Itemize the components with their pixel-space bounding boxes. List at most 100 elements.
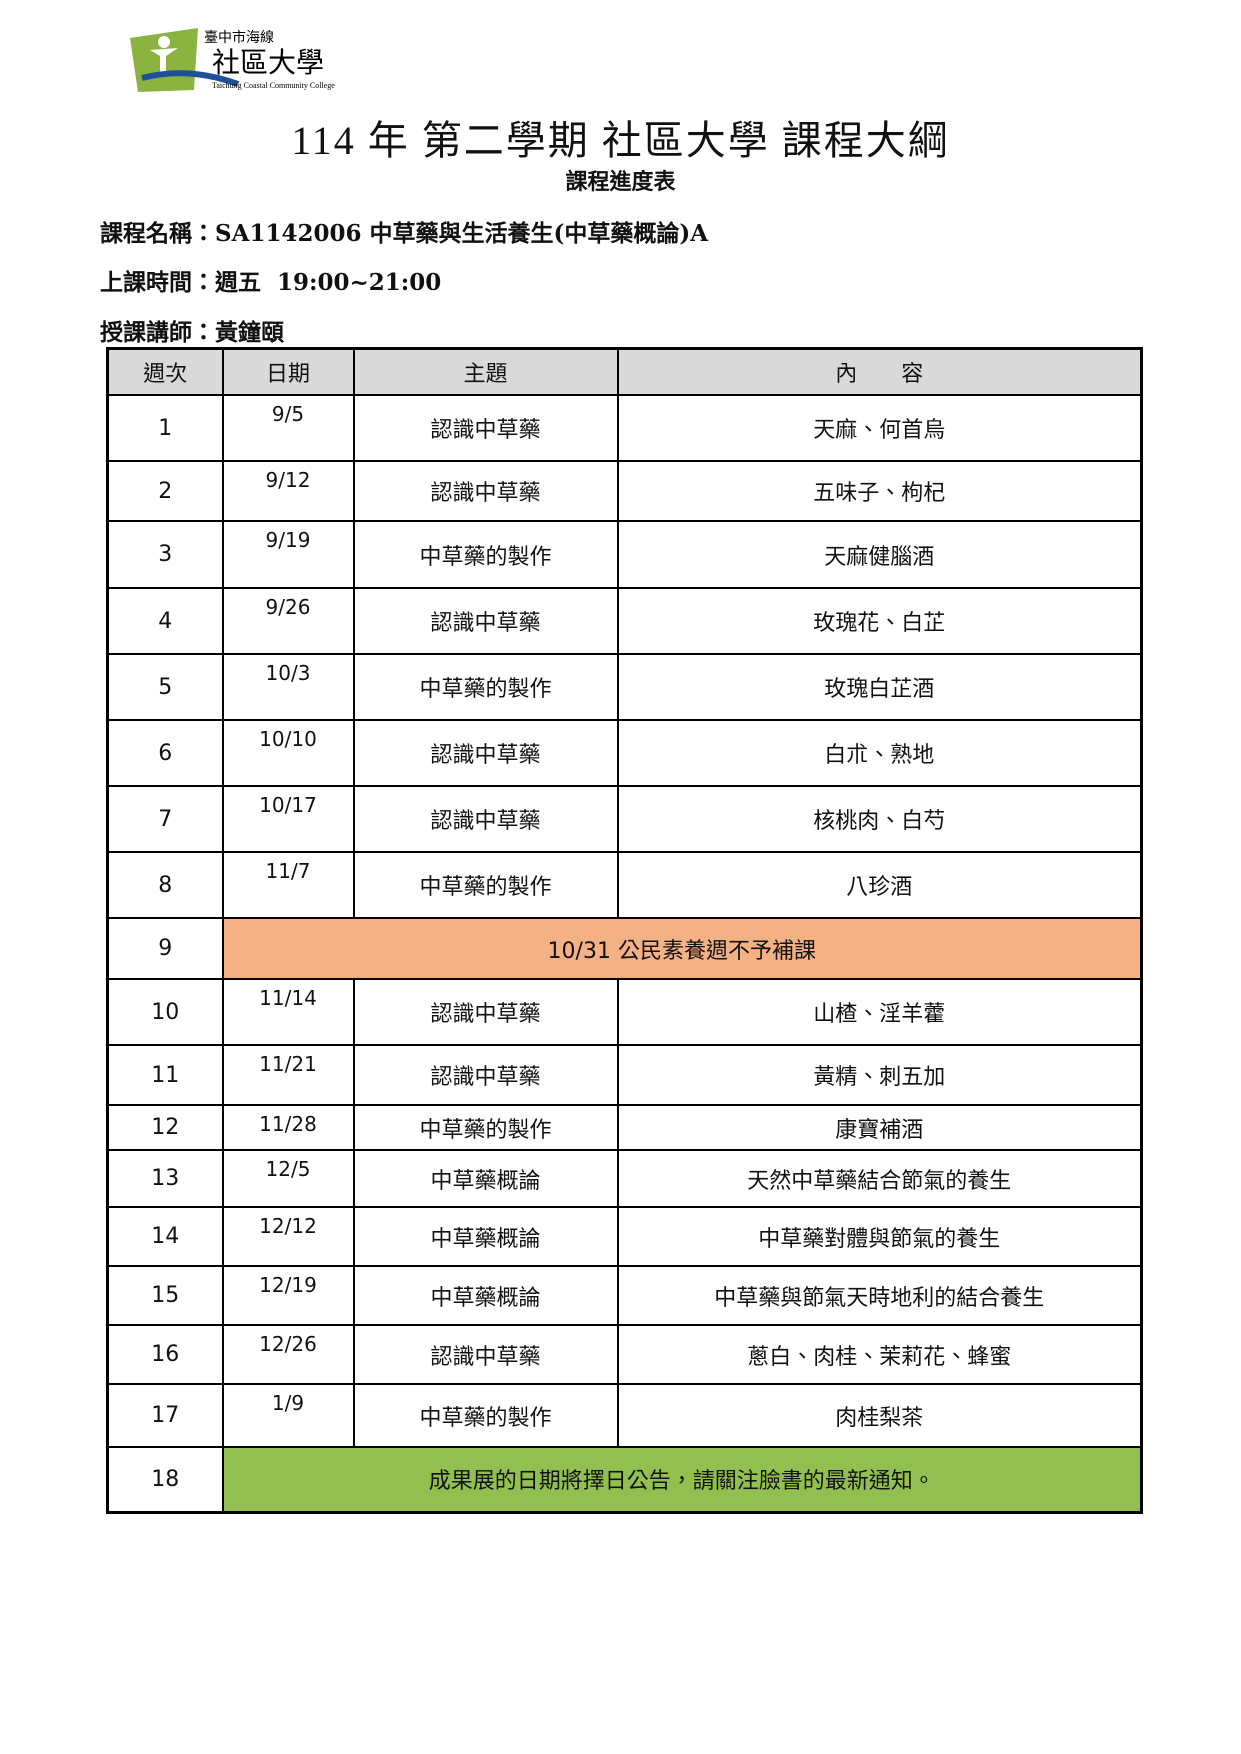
week-cell: 5 (106, 653, 224, 721)
column-header: 週次 (106, 347, 224, 396)
topic-cell: 中草藥的製作 (352, 851, 619, 919)
week-cell: 14 (106, 1206, 224, 1267)
schedule-table: 週次 日期 主題內 容 1 9/5 認識中草藥 天麻、何首烏 2 9/12 認識中草藥 五味子、枸… (106, 347, 1143, 1514)
week-cell: 6 (106, 719, 224, 787)
topic-cell: 認識中草藥 (352, 587, 619, 655)
topic-cell: 認識中草藥 (352, 1044, 619, 1106)
content-cell: 玫瑰白芷酒 (616, 653, 1143, 721)
table-row: 12 11/28 中草藥的製作 康寶補酒 (106, 1104, 1143, 1151)
table-row: 6 10/10 認識中草藥 白朮、熟地 (106, 719, 1143, 787)
content-cell: 黃精、刺五加 (616, 1044, 1143, 1106)
content-cell: 中草藥對體與節氣的養生 (616, 1206, 1143, 1267)
table-row: 13 12/5 中草藥概論 天然中草藥結合節氣的養生 (106, 1149, 1143, 1208)
week-cell: 17 (106, 1383, 224, 1448)
logo-wave (141, 70, 240, 87)
week-cell: 9 (106, 917, 224, 980)
table-row: 11 11/21 認識中草藥 黃精、刺五加 (106, 1044, 1143, 1106)
topic-cell: 認識中草藥 (352, 719, 619, 787)
table-row: 8 11/7 中草藥的製作 八珍酒 (106, 851, 1143, 919)
header-row: 週次 日期 主題內 容 (106, 347, 1143, 396)
logo-text: Taichung Coastal Community College (212, 81, 335, 90)
topic-cell: 中草藥的製作 (352, 1383, 619, 1448)
column-header: 日期 (221, 347, 355, 396)
week-cell: 2 (106, 460, 224, 522)
content-cell: 天然中草藥結合節氣的養生 (616, 1149, 1143, 1208)
info-line: 授課講師：黃鐘頤 (100, 319, 284, 346)
table-row: 2 9/12 認識中草藥 五味子、枸杞 (106, 460, 1143, 522)
date-cell: 12/26 (221, 1324, 355, 1385)
week-cell: 8 (106, 851, 224, 919)
content-cell: 八珍酒 (616, 851, 1143, 919)
date-cell: 10/3 (221, 653, 355, 721)
column-header: 主題 (352, 347, 619, 396)
logo-text: 社區大學 (212, 46, 324, 79)
date-cell: 11/7 (221, 851, 355, 919)
table-row: 15 12/19 中草藥概論 中草藥與節氣天時地利的結合養生 (106, 1265, 1143, 1326)
logo-text: 臺中市海線 (204, 29, 274, 46)
content-cell: 天麻健腦酒 (616, 520, 1143, 589)
date-cell: 10/17 (221, 785, 355, 853)
week-cell: 18 (106, 1446, 224, 1513)
column-header: 內 容 (616, 347, 1143, 396)
topic-cell: 中草藥的製作 (352, 520, 619, 589)
week-cell: 10 (106, 978, 224, 1046)
date-cell: 1/9 (221, 1383, 355, 1448)
logo-figure (158, 36, 170, 48)
content-cell: 核桃肉、白芍 (616, 785, 1143, 853)
date-cell: 12/5 (221, 1149, 355, 1208)
table-row: 1 9/5 認識中草藥 天麻、何首烏 (106, 394, 1143, 462)
topic-cell: 中草藥概論 (352, 1206, 619, 1267)
info-line: 上課時間：週五 19:00~21:00 (100, 269, 442, 296)
content-cell: 山楂、淫羊藿 (616, 978, 1143, 1046)
week-cell: 7 (106, 785, 224, 853)
table-row: 9 10/31 公民素養週不予補課 (106, 917, 1143, 980)
topic-cell: 認識中草藥 (352, 460, 619, 522)
date-cell: 9/26 (221, 587, 355, 655)
date-cell: 9/19 (221, 520, 355, 589)
topic-cell: 認識中草藥 (352, 394, 619, 462)
week-cell: 13 (106, 1149, 224, 1208)
table-row: 16 12/26 認識中草藥 蔥白、肉桂、茉莉花、蜂蜜 (106, 1324, 1143, 1385)
date-cell: 11/14 (221, 978, 355, 1046)
logo-figure (150, 48, 178, 74)
info-line: 課程名稱：SA1142006 中草藥與生活養生(中草藥概論)A (100, 220, 709, 247)
content-cell: 蔥白、肉桂、茉莉花、蜂蜜 (616, 1324, 1143, 1385)
week-cell: 1 (106, 394, 224, 462)
content-cell: 康寶補酒 (616, 1104, 1143, 1151)
topic-cell: 認識中草藥 (352, 978, 619, 1046)
topic-cell: 中草藥的製作 (352, 1104, 619, 1151)
note-cell: 10/31 公民素養週不予補課 (221, 917, 1143, 980)
week-cell: 16 (106, 1324, 224, 1385)
note-cell: 成果展的日期將擇日公告，請關注臉書的最新通知。 (221, 1446, 1143, 1513)
week-cell: 4 (106, 587, 224, 655)
content-cell: 五味子、枸杞 (616, 460, 1143, 522)
table-row: 14 12/12 中草藥概論 中草藥對體與節氣的養生 (106, 1206, 1143, 1267)
title: 114 年 第二學期 社區大學 課程大綱 (291, 118, 950, 163)
date-cell: 12/19 (221, 1265, 355, 1326)
table-row: 17 1/9 中草藥的製作 肉桂梨茶 (106, 1383, 1143, 1448)
table-row: 10 11/14 認識中草藥 山楂、淫羊藿 (106, 978, 1143, 1046)
topic-cell: 認識中草藥 (352, 1324, 619, 1385)
content-cell: 天麻、何首烏 (616, 394, 1143, 462)
topic-cell: 中草藥的製作 (352, 653, 619, 721)
table-row: 7 10/17 認識中草藥 核桃肉、白芍 (106, 785, 1143, 853)
content-cell: 肉桂梨茶 (616, 1383, 1143, 1448)
table-row: 4 9/26 認識中草藥 玫瑰花、白芷 (106, 587, 1143, 655)
date-cell: 11/21 (221, 1044, 355, 1106)
topic-cell: 中草藥概論 (352, 1149, 619, 1208)
content-cell: 白朮、熟地 (616, 719, 1143, 787)
date-cell: 9/12 (221, 460, 355, 522)
table-row: 5 10/3 中草藥的製作 玫瑰白芷酒 (106, 653, 1143, 721)
date-cell: 9/5 (221, 394, 355, 462)
topic-cell: 中草藥概論 (352, 1265, 619, 1326)
week-cell: 15 (106, 1265, 224, 1326)
logo: 臺中市海線 社區大學 Taichung Coastal Community Co… (130, 28, 335, 92)
week-cell: 3 (106, 520, 224, 589)
table-row: 18 成果展的日期將擇日公告，請關注臉書的最新通知。 (106, 1446, 1143, 1513)
date-cell: 11/28 (221, 1104, 355, 1151)
week-cell: 12 (106, 1104, 224, 1151)
date-cell: 10/10 (221, 719, 355, 787)
date-cell: 12/12 (221, 1206, 355, 1267)
